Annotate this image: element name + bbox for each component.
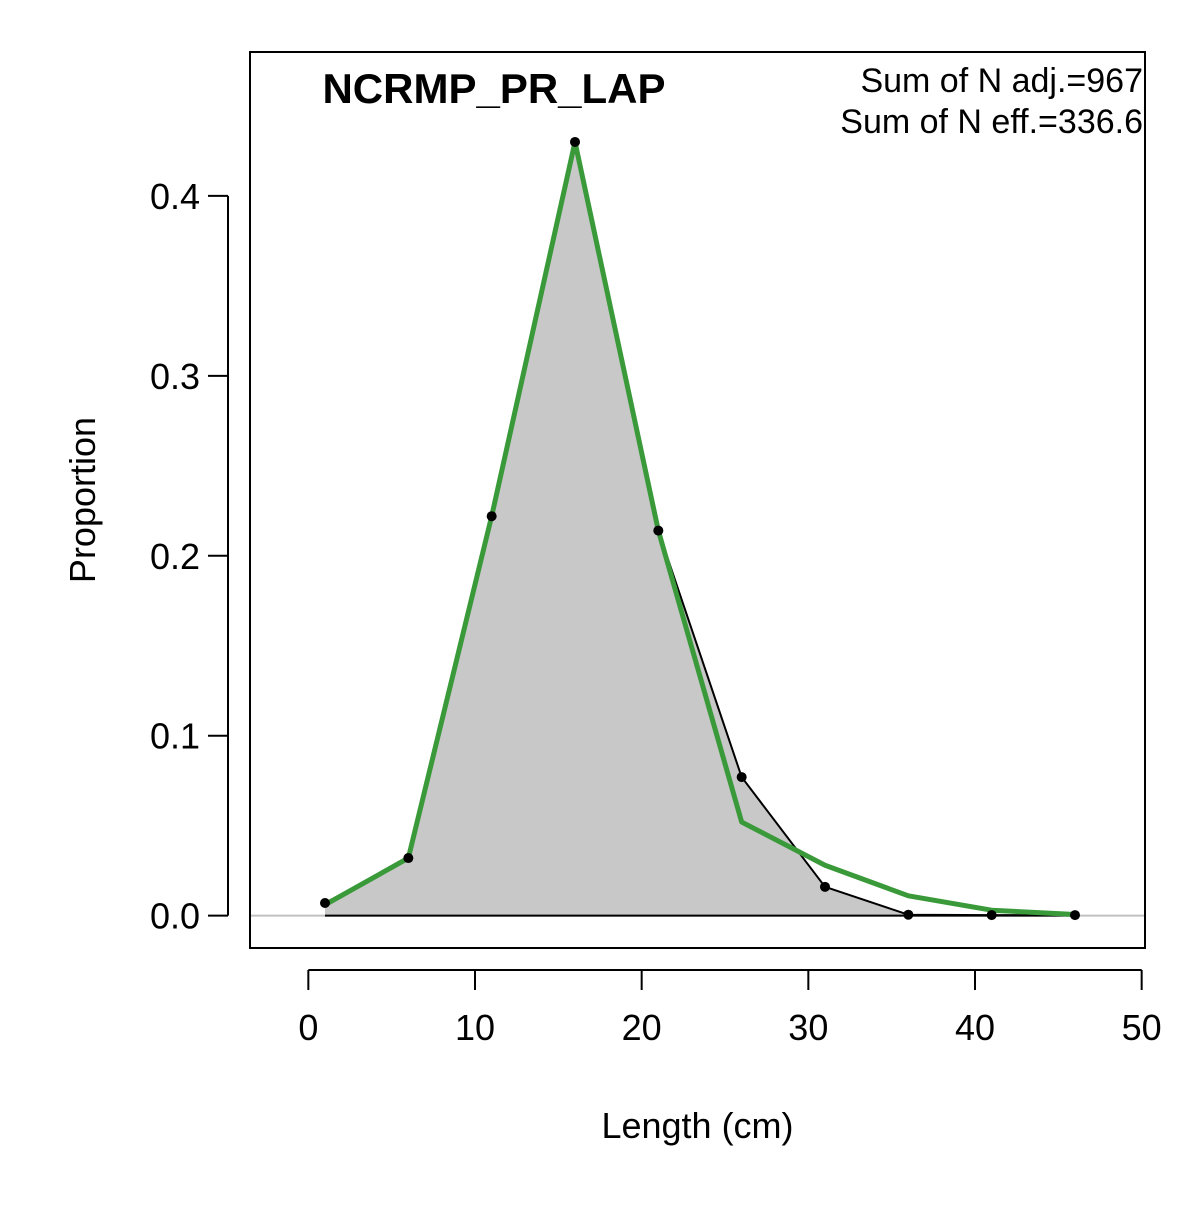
observed-point — [320, 898, 330, 909]
expected-line — [323, 139, 1076, 918]
observed-point — [736, 772, 747, 783]
y-tick-label: 0.4 — [150, 176, 200, 217]
observed-point — [653, 525, 664, 536]
x-axis-title: Length (cm) — [601, 1105, 793, 1146]
sum-n-eff-label: Sum of N eff.=336.6 — [840, 103, 1143, 141]
observed-point — [986, 910, 997, 921]
observed-point — [403, 853, 414, 864]
x-tick-label: 10 — [455, 1007, 495, 1048]
observed-point — [903, 909, 914, 920]
plot-frame — [249, 51, 1146, 949]
y-tick-label: 0.3 — [150, 356, 200, 397]
observed-point — [820, 881, 830, 892]
observed-point — [570, 136, 580, 147]
y-tick-label: 0.0 — [150, 896, 200, 937]
x-tick-label: 40 — [955, 1007, 995, 1048]
panel-title: NCRMP_PR_LAP — [322, 65, 665, 112]
sum-n-adj-label: Sum of N adj.=967 — [860, 62, 1143, 100]
observed-point — [486, 511, 497, 522]
observed-point — [1070, 910, 1080, 921]
y-tick-label: 0.1 — [150, 716, 200, 757]
x-tick-label: 0 — [298, 1007, 318, 1048]
x-tick-label: 30 — [788, 1007, 828, 1048]
x-tick-label: 50 — [1122, 1007, 1162, 1048]
y-tick-label: 0.2 — [150, 536, 200, 577]
y-axis-title: Proportion — [62, 417, 103, 583]
x-tick-label: 20 — [622, 1007, 662, 1048]
observed-area-fill — [325, 141, 1075, 916]
